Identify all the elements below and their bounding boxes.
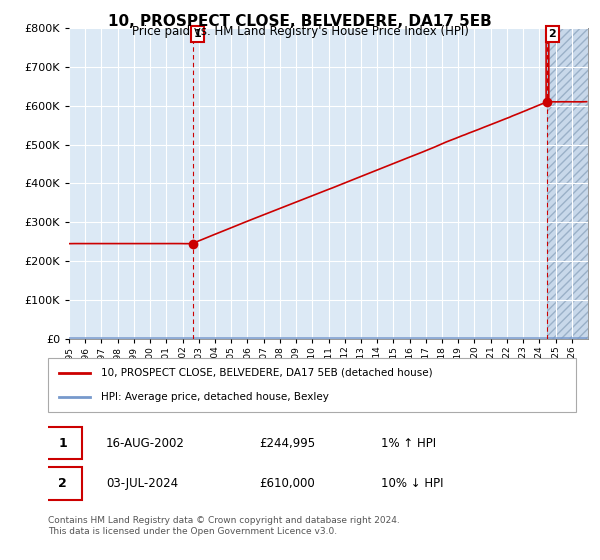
Text: 1% ↑ HPI: 1% ↑ HPI (380, 437, 436, 450)
FancyBboxPatch shape (43, 468, 82, 500)
FancyBboxPatch shape (48, 358, 576, 412)
Text: HPI: Average price, detached house, Bexley: HPI: Average price, detached house, Bexl… (101, 392, 329, 402)
Text: 10% ↓ HPI: 10% ↓ HPI (380, 477, 443, 490)
Text: 1: 1 (58, 437, 67, 450)
Text: 2: 2 (58, 477, 67, 490)
Text: £610,000: £610,000 (259, 477, 315, 490)
Text: 10, PROSPECT CLOSE, BELVEDERE, DA17 5EB (detached house): 10, PROSPECT CLOSE, BELVEDERE, DA17 5EB … (101, 368, 433, 378)
Text: 10, PROSPECT CLOSE, BELVEDERE, DA17 5EB: 10, PROSPECT CLOSE, BELVEDERE, DA17 5EB (108, 14, 492, 29)
Text: 1: 1 (194, 29, 202, 39)
FancyBboxPatch shape (43, 427, 82, 459)
Text: 03-JUL-2024: 03-JUL-2024 (106, 477, 178, 490)
Text: 16-AUG-2002: 16-AUG-2002 (106, 437, 185, 450)
Text: Price paid vs. HM Land Registry's House Price Index (HPI): Price paid vs. HM Land Registry's House … (131, 25, 469, 38)
Text: 2: 2 (548, 29, 556, 39)
Text: Contains HM Land Registry data © Crown copyright and database right 2024.
This d: Contains HM Land Registry data © Crown c… (48, 516, 400, 536)
Text: £244,995: £244,995 (259, 437, 316, 450)
Bar (547, 28, 588, 339)
